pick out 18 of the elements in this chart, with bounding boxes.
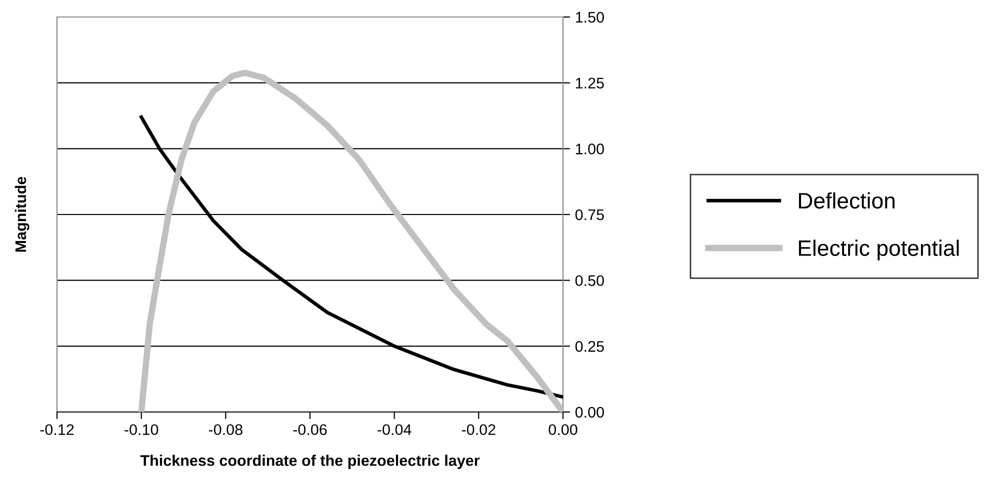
y-tick-label: 1.50 bbox=[576, 12, 604, 23]
y-tick-label: 1.25 bbox=[576, 78, 604, 89]
x-axis-title: Thickness coordinate of the piezoelectric layer bbox=[140, 454, 480, 469]
y-tick-label: 0.50 bbox=[575, 275, 604, 286]
x-tick-label: -0.06 bbox=[293, 424, 327, 436]
y-tick-label: 1.00 bbox=[576, 144, 604, 154]
x-tick-label: -0.10 bbox=[124, 424, 158, 436]
x-tick-label: -0.02 bbox=[462, 424, 496, 436]
x-tick-label: 0.00 bbox=[548, 424, 578, 436]
y-tick-label: 0.25 bbox=[575, 341, 604, 352]
legend-label: Deflection bbox=[798, 192, 895, 209]
y-axis-title: Magnitude bbox=[14, 176, 30, 252]
y-tick-label: 0.75 bbox=[575, 209, 604, 220]
y-tick-label: 0.00 bbox=[575, 406, 604, 418]
legend-label: Electric potential bbox=[798, 240, 959, 260]
x-tick-label: -0.04 bbox=[378, 424, 412, 436]
x-tick-label: -0.12 bbox=[40, 424, 74, 436]
x-tick-label: -0.08 bbox=[208, 424, 242, 436]
